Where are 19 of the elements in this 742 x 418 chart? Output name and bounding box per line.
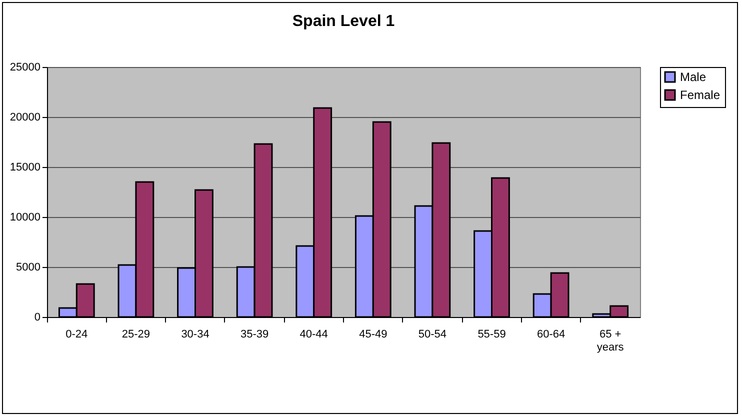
y-tick-label: 0 (34, 312, 40, 324)
x-tick-label: 30-34 (181, 328, 210, 340)
x-tick-label: 0-24 (66, 328, 88, 340)
legend-label: Female (680, 88, 720, 102)
x-tick-label: 60-64 (536, 328, 566, 340)
x-tick-label: 50-54 (418, 328, 447, 340)
x-tick-label: 35-39 (240, 328, 269, 340)
y-tick-label: 25000 (10, 62, 40, 74)
y-tick-label: 15000 (10, 162, 40, 174)
y-tick-label: 5000 (16, 262, 40, 274)
x-tick-label: 65 + years (596, 328, 624, 354)
y-tick-label: 10000 (10, 212, 40, 224)
x-tick-label: 40-44 (300, 328, 328, 340)
x-tick-label: 25-29 (122, 328, 150, 340)
x-tick-label: 55-59 (478, 328, 506, 340)
y-tick-label: 20000 (10, 112, 40, 124)
chart-title: Spain Level 1 (292, 13, 395, 30)
x-tick-label: 45-49 (359, 328, 388, 340)
legend-label: Male (680, 70, 706, 84)
